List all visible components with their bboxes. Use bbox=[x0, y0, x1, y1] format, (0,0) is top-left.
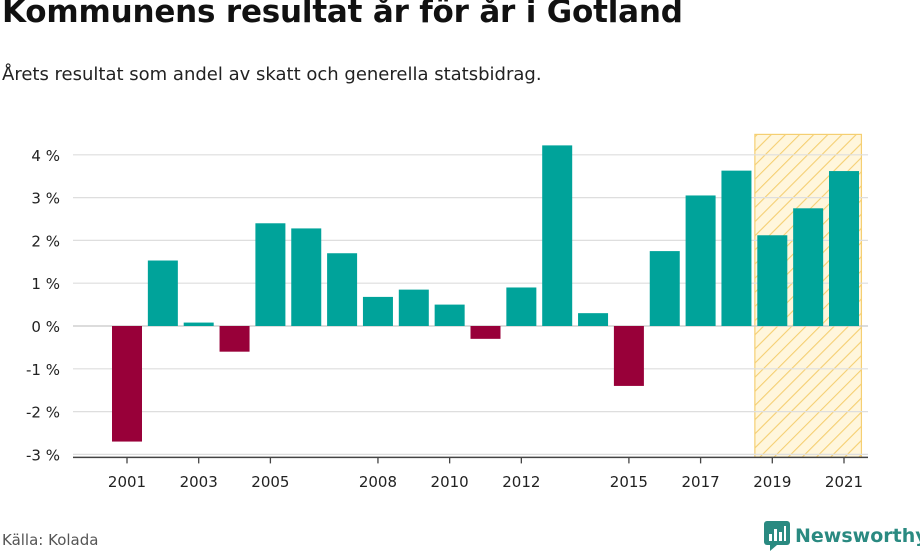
newsworthy-logo: Newsworthy bbox=[764, 521, 920, 551]
bar-2011 bbox=[470, 326, 501, 339]
bar-2003 bbox=[183, 322, 214, 326]
bar-2009 bbox=[398, 289, 429, 326]
x-tick-label: 2021 bbox=[825, 473, 863, 491]
bar-chart: 4 % 3 % 2 % 1 % 0 % -1 % -2 % -3 % 2001 2003 2005 2… bbox=[26, 133, 868, 491]
bar-2001 bbox=[112, 326, 142, 442]
y-tick-label: 1 % bbox=[31, 275, 60, 293]
x-tick-label: 2019 bbox=[753, 473, 791, 491]
y-tick-label: 3 % bbox=[31, 190, 60, 208]
bar-2018 bbox=[721, 170, 752, 326]
x-tick-label: 2008 bbox=[359, 473, 397, 491]
chart-subtitle: Årets resultat som andel av skatt och ge… bbox=[2, 64, 542, 85]
x-tick-label: 2012 bbox=[502, 473, 540, 491]
newsworthy-logo-icon bbox=[764, 521, 790, 551]
y-tick-label: 0 % bbox=[31, 318, 60, 336]
bar-2005 bbox=[255, 223, 286, 326]
y-tick-label: -2 % bbox=[26, 404, 60, 422]
bar-2015 bbox=[613, 326, 644, 386]
newsworthy-logo-text: Newsworthy bbox=[795, 525, 920, 547]
y-tick-label: 4 % bbox=[31, 147, 60, 165]
bar-2020 bbox=[793, 208, 824, 326]
x-tick-label: 2017 bbox=[682, 473, 720, 491]
x-tick-label: 2015 bbox=[610, 473, 648, 491]
bar-2021 bbox=[829, 171, 859, 326]
chart-title: Kommunens resultat år för år i Gotland bbox=[2, 0, 683, 30]
bar-2010 bbox=[434, 304, 465, 326]
bar-2006 bbox=[291, 228, 322, 326]
bar-2004 bbox=[219, 326, 250, 352]
bar-2014 bbox=[578, 313, 609, 326]
bar-2007 bbox=[327, 253, 358, 326]
bar-2017 bbox=[685, 195, 716, 326]
bar-2013 bbox=[542, 145, 573, 326]
x-tick-label: 2010 bbox=[431, 473, 469, 491]
bar-2008 bbox=[362, 296, 393, 326]
y-tick-label: -1 % bbox=[26, 361, 60, 379]
bar-2016 bbox=[649, 251, 680, 326]
x-tick-label: 2005 bbox=[251, 473, 289, 491]
y-tick-label: -3 % bbox=[26, 446, 60, 464]
bar-2002 bbox=[147, 260, 178, 326]
bar-2019 bbox=[757, 235, 788, 326]
source-note: Källa: Kolada bbox=[2, 531, 99, 549]
x-tick-label: 2001 bbox=[108, 473, 146, 491]
bar-2012 bbox=[506, 287, 537, 326]
x-tick-label: 2003 bbox=[180, 473, 218, 491]
y-tick-label: 2 % bbox=[31, 232, 60, 250]
